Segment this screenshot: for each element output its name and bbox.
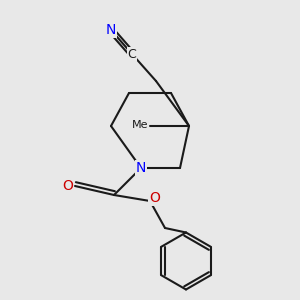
Text: O: O (62, 179, 73, 193)
Text: Me: Me (132, 120, 148, 130)
Text: N: N (136, 161, 146, 175)
Text: O: O (149, 191, 160, 205)
Text: C: C (128, 47, 136, 61)
Text: N: N (106, 23, 116, 37)
